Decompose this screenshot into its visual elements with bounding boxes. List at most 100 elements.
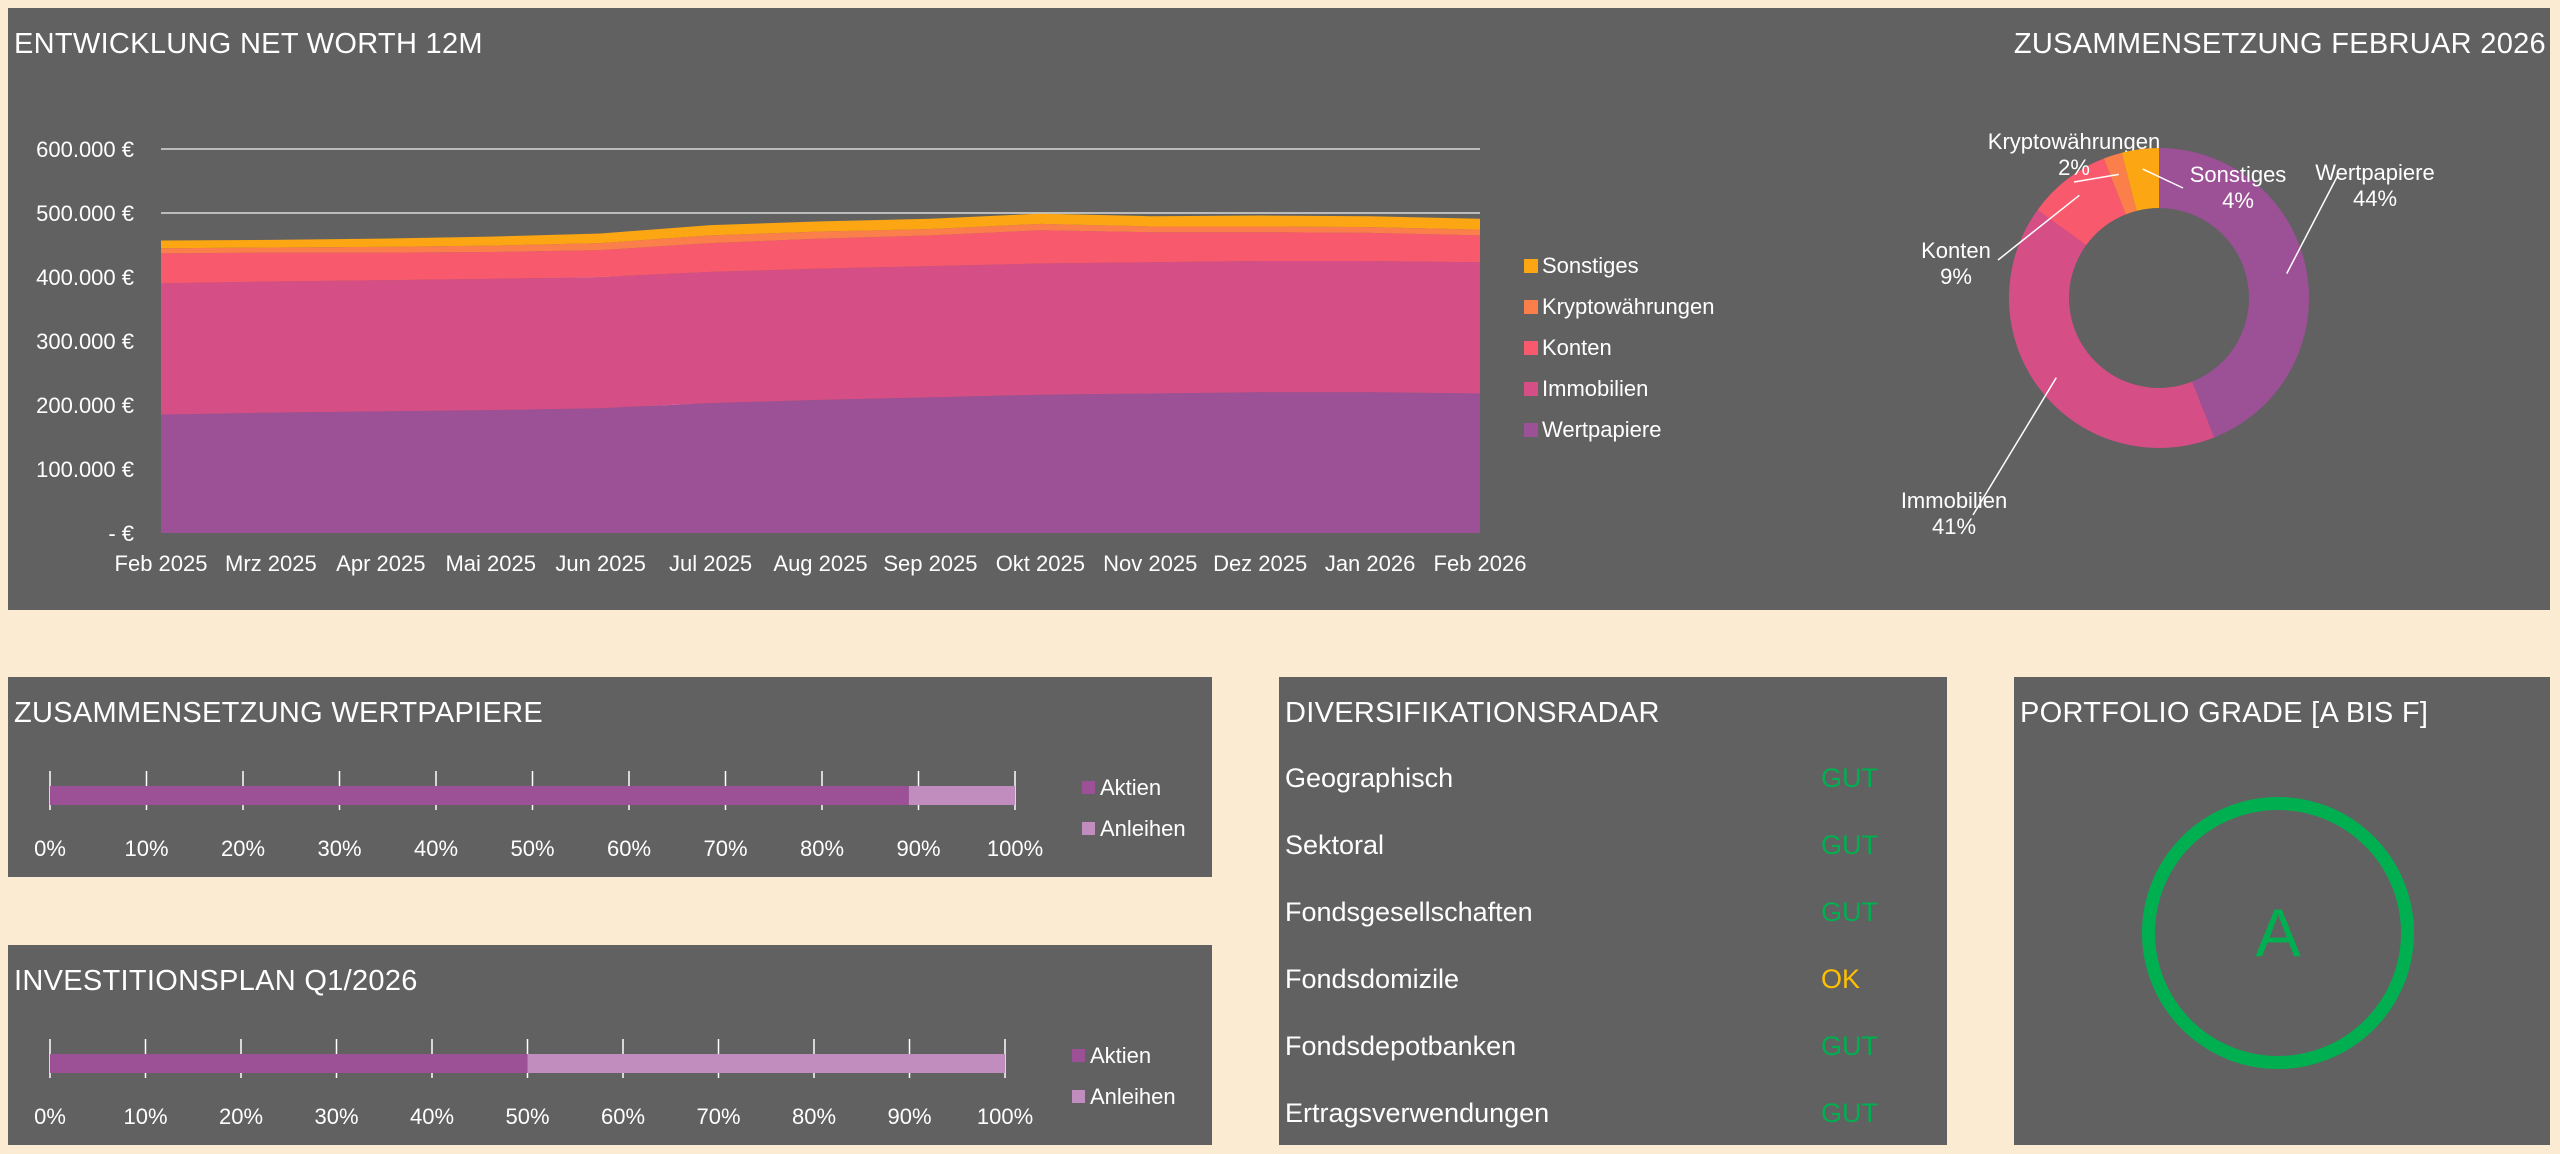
legend-label: Konten — [1542, 335, 1612, 360]
x-tick-label: 30% — [317, 836, 361, 861]
x-tick-label: Nov 2025 — [1103, 551, 1197, 576]
y-tick-label: 500.000 € — [36, 201, 134, 226]
bar-segment-anleihen — [908, 786, 1015, 805]
legend-label: Immobilien — [1542, 376, 1648, 401]
grade-letter: A — [2255, 895, 2301, 971]
bar-segment-aktien — [50, 786, 909, 805]
radar-row-fondsdomizile: Fondsdomizile OK — [1285, 964, 1947, 1008]
grade-title: PORTFOLIO GRADE [A BIS F] — [2020, 697, 2429, 729]
x-tick-label: 40% — [414, 836, 458, 861]
y-tick-label: 600.000 € — [36, 137, 134, 162]
x-tick-label: Jul 2025 — [669, 551, 752, 576]
radar-status: OK — [1821, 964, 1861, 994]
x-tick-label: Jan 2026 — [1325, 551, 1416, 576]
legend-label: Kryptowährungen — [1542, 294, 1714, 319]
donut-slice-immobilien — [2009, 209, 2215, 448]
donut-slice-wertpapiere — [2159, 148, 2309, 438]
legend-label: Aktien — [1100, 775, 1161, 800]
x-tick-label: 90% — [896, 836, 940, 861]
radar-title: DIVERSIFIKATIONSRADAR — [1285, 697, 1660, 729]
donut-percent-label: 4% — [2222, 188, 2254, 213]
radar-label: Fondsdomizile — [1285, 964, 1460, 994]
x-tick-label: Apr 2025 — [336, 551, 425, 576]
donut-leader-line — [1972, 377, 2057, 516]
donut-label: Sonstiges — [2190, 162, 2287, 187]
area-series-konten — [161, 230, 1480, 284]
donut-percent-label: 2% — [2058, 155, 2090, 180]
x-tick-label: 100% — [987, 836, 1043, 861]
radar-label: Ertragsverwendungen — [1285, 1098, 1550, 1128]
x-tick-label: 80% — [800, 836, 844, 861]
x-tick-label: 30% — [314, 1104, 358, 1129]
legend-label: Sonstiges — [1542, 253, 1639, 278]
radar-label: Fondsdepotbanken — [1285, 1031, 1517, 1061]
x-tick-label: 10% — [124, 836, 168, 861]
bar-segment-aktien — [50, 1054, 528, 1073]
donut-slice-sonstiges — [2121, 148, 2159, 211]
networth-title: ENTWICKLUNG NET WORTH 12M — [14, 28, 483, 60]
y-tick-label: 400.000 € — [36, 265, 134, 290]
legend-label: Wertpapiere — [1542, 417, 1661, 442]
donut-slice-konten — [2037, 158, 2126, 246]
donut-percent-label: 41% — [1932, 514, 1976, 539]
legend-swatch — [1524, 300, 1538, 314]
radar-status: GUT — [1821, 763, 1878, 793]
donut-leader-line — [2142, 168, 2184, 189]
radar-row-fondsgesellschaften: Fondsgesellschaften GUT — [1285, 897, 1947, 941]
donut-percent-label: 9% — [1940, 264, 1972, 289]
radar-label: Sektoral — [1285, 830, 1385, 860]
wertpapiere-bar-chart: 0% 10% 20% 30% 40% 50% 60% 70% 80% 90% 100% Aktien A… — [34, 771, 1186, 861]
radar-label: Geographisch — [1285, 763, 1454, 793]
x-tick-label: Jun 2025 — [555, 551, 646, 576]
radar-label: Fondsgesellschaften — [1285, 897, 1533, 927]
legend-swatch — [1082, 822, 1095, 835]
donut-label: Kryptowährungen — [1988, 129, 2160, 154]
area-series-wertpapiere — [161, 392, 1480, 533]
x-tick-label: Feb 2026 — [1434, 551, 1527, 576]
legend-label: Aktien — [1090, 1043, 1151, 1068]
donut-label: Konten — [1921, 238, 1991, 263]
donut-label: Immobilien — [1901, 488, 2007, 513]
radar-panel: DIVERSIFIKATIONSRADAR Geographisch GUT S… — [1279, 677, 1947, 1145]
x-tick-label: 50% — [505, 1104, 549, 1129]
radar-status: GUT — [1821, 1031, 1878, 1061]
wertpapiere-panel: ZUSAMMENSETZUNG WERTPAPIERE 0% 10% 20% 30% 4… — [8, 677, 1212, 877]
x-tick-label: 0% — [34, 836, 66, 861]
area-series-kryptowährungen — [161, 223, 1480, 254]
legend-swatch — [1082, 781, 1095, 794]
x-tick-label: 60% — [607, 836, 651, 861]
radar-row-geographisch: Geographisch GUT — [1285, 763, 1947, 807]
area-series-immobilien — [161, 261, 1480, 415]
radar-row-ertragsverwendungen: Ertragsverwendungen GUT — [1285, 1098, 1947, 1142]
donut-label: Wertpapiere — [2315, 160, 2434, 185]
x-tick-label: Sep 2025 — [883, 551, 977, 576]
legend-label: Anleihen — [1090, 1084, 1176, 1109]
legend-swatch — [1524, 341, 1538, 355]
x-tick-label: 100% — [977, 1104, 1033, 1129]
x-tick-label: Okt 2025 — [996, 551, 1085, 576]
x-tick-label: Mrz 2025 — [225, 551, 317, 576]
donut-leader-line — [2286, 174, 2339, 274]
wertpapiere-title: ZUSAMMENSETZUNG WERTPAPIERE — [14, 697, 544, 729]
legend-swatch — [1524, 382, 1538, 396]
x-tick-label: 50% — [510, 836, 554, 861]
radar-status: GUT — [1821, 830, 1878, 860]
radar-row-sektoral: Sektoral GUT — [1285, 830, 1947, 874]
x-tick-label: 60% — [601, 1104, 645, 1129]
y-tick-label: 300.000 € — [36, 329, 134, 354]
y-tick-label: 100.000 € — [36, 457, 134, 482]
legend-swatch — [1072, 1049, 1085, 1062]
x-tick-label: Aug 2025 — [773, 551, 867, 576]
investplan-bar-chart: 0% 10% 20% 30% 40% 50% 60% 70% 80% 90% 100% Aktien A… — [34, 1039, 1176, 1129]
x-tick-label: 0% — [34, 1104, 66, 1129]
investplan-title: INVESTITIONSPLAN Q1/2026 — [14, 965, 418, 997]
x-tick-label: 20% — [219, 1104, 263, 1129]
x-tick-label: 20% — [221, 836, 265, 861]
radar-status: GUT — [1821, 1098, 1878, 1128]
radar-status: GUT — [1821, 897, 1878, 927]
composition-title: ZUSAMMENSETZUNG FEBRUAR 2026 — [2013, 28, 2546, 60]
radar-row-fondsdepotbanken: Fondsdepotbanken GUT — [1285, 1031, 1947, 1075]
legend-label: Anleihen — [1100, 816, 1186, 841]
x-tick-label: 70% — [703, 836, 747, 861]
